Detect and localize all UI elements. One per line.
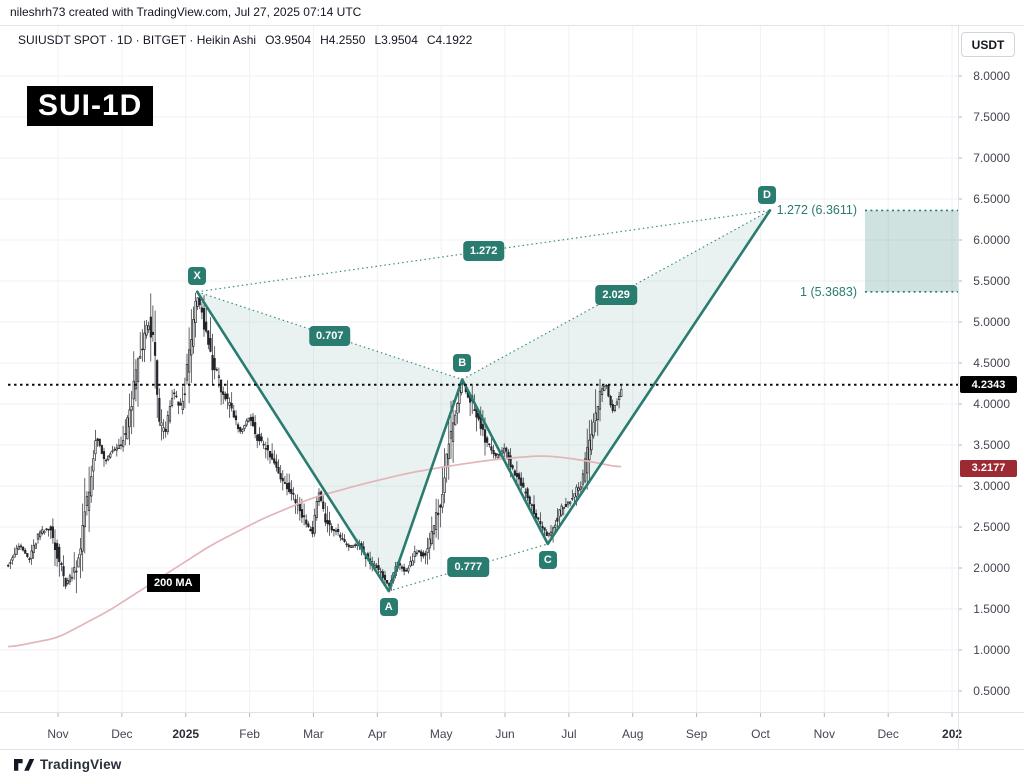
currency-unit-button[interactable]: USDT <box>961 32 1015 57</box>
x-axis-label-jun: Jun <box>495 727 515 741</box>
ratio-label-0.777[interactable]: 0.777 <box>447 557 490 578</box>
x-axis-label-apr: Apr <box>367 727 387 741</box>
y-axis-label: 2.5000 <box>973 520 1010 534</box>
y-axis-label: 8.0000 <box>973 69 1010 83</box>
symbol-title: SUIUSDT SPOT · 1D · BITGET · Heikin Ashi <box>18 33 257 47</box>
candlesticks <box>7 292 623 594</box>
x-axis-label-nov: Nov <box>813 727 835 741</box>
y-axis-label: 0.5000 <box>973 684 1010 698</box>
pattern-point-label-c[interactable]: C <box>538 550 557 569</box>
x-axis-label-oct: Oct <box>751 727 770 741</box>
pattern-solid-line[interactable] <box>195 209 772 593</box>
footer-brand[interactable]: TradingView <box>14 757 121 772</box>
attribution-text: nileshrh73 created with TradingView.com,… <box>10 5 362 19</box>
ma-200-label: 200 MA <box>147 574 200 592</box>
x-axis-label-jul: Jul <box>561 727 577 741</box>
y-axis-label: 3.5000 <box>973 438 1010 452</box>
pattern-fill <box>197 210 770 592</box>
y-axis-label: 1.5000 <box>973 602 1010 616</box>
ratio-label-0.707[interactable]: 0.707 <box>308 325 351 346</box>
x-axis-label-202: 202 <box>942 727 963 741</box>
tradingview-logo-icon <box>14 758 35 771</box>
current-price-flag: 4.2343 <box>960 376 1017 394</box>
x-axis-label-aug: Aug <box>622 727 644 741</box>
x-axis-label-dec: Dec <box>877 727 899 741</box>
ohlc-low: L3.9504 <box>374 33 418 47</box>
ohlc-open: O3.9504 <box>265 33 312 47</box>
header-divider <box>0 25 1024 26</box>
symbol-legend[interactable]: SUIUSDT SPOT · 1D · BITGET · Heikin Ashi… <box>18 33 472 47</box>
y-axis-label: 3.0000 <box>973 479 1010 493</box>
ma-200-line <box>8 455 622 648</box>
x-axis-label-may: May <box>429 727 453 741</box>
y-axis-label: 7.0000 <box>973 151 1010 165</box>
y-axis-label: 5.0000 <box>973 315 1010 329</box>
y-axis-label: 4.0000 <box>973 397 1010 411</box>
fib-level-lines[interactable] <box>865 209 958 293</box>
x-axis-label-2025: 2025 <box>172 727 200 741</box>
y-axis-label: 2.0000 <box>973 561 1010 575</box>
pattern-point-label-b[interactable]: B <box>453 354 472 373</box>
y-axis-label: 5.5000 <box>973 274 1010 288</box>
footer-divider <box>0 749 1024 750</box>
ratio-label-2.029[interactable]: 2.029 <box>595 284 637 305</box>
fib-target-zone[interactable] <box>865 210 958 292</box>
fib-level-label[interactable]: 1 (5.3683) <box>800 284 857 299</box>
ohlc-high: H4.2550 <box>320 33 366 47</box>
time-axis-divider <box>0 712 1024 713</box>
x-axis-label-mar: Mar <box>303 727 324 741</box>
fib-level-label[interactable]: 1.272 (6.3611) <box>776 203 857 218</box>
y-axis-label: 4.5000 <box>973 356 1010 370</box>
y-axis-label: 7.5000 <box>973 110 1010 124</box>
ma-price-flag: 3.2177 <box>960 459 1017 477</box>
x-axis-label-dec: Dec <box>111 727 133 741</box>
price-axis-divider <box>958 25 959 749</box>
y-axis-label: 6.0000 <box>973 233 1010 247</box>
tradingview-logo-text: TradingView <box>40 757 122 772</box>
ohlc-close: C4.1922 <box>426 33 473 47</box>
x-axis-label-nov: Nov <box>47 727 69 741</box>
chart-watermark-label: SUI-1D <box>27 86 154 126</box>
pattern-point-label-d[interactable]: D <box>758 186 777 205</box>
pattern-point-label-a[interactable]: A <box>379 598 398 617</box>
y-axis-label: 6.5000 <box>973 192 1010 206</box>
gridlines <box>0 25 958 712</box>
x-axis-label-feb: Feb <box>239 727 260 741</box>
ratio-label-1.272[interactable]: 1.272 <box>462 241 505 262</box>
x-axis-label-sep: Sep <box>685 727 708 741</box>
pattern-point-label-x[interactable]: X <box>188 266 207 285</box>
y-axis-label: 1.0000 <box>973 643 1010 657</box>
